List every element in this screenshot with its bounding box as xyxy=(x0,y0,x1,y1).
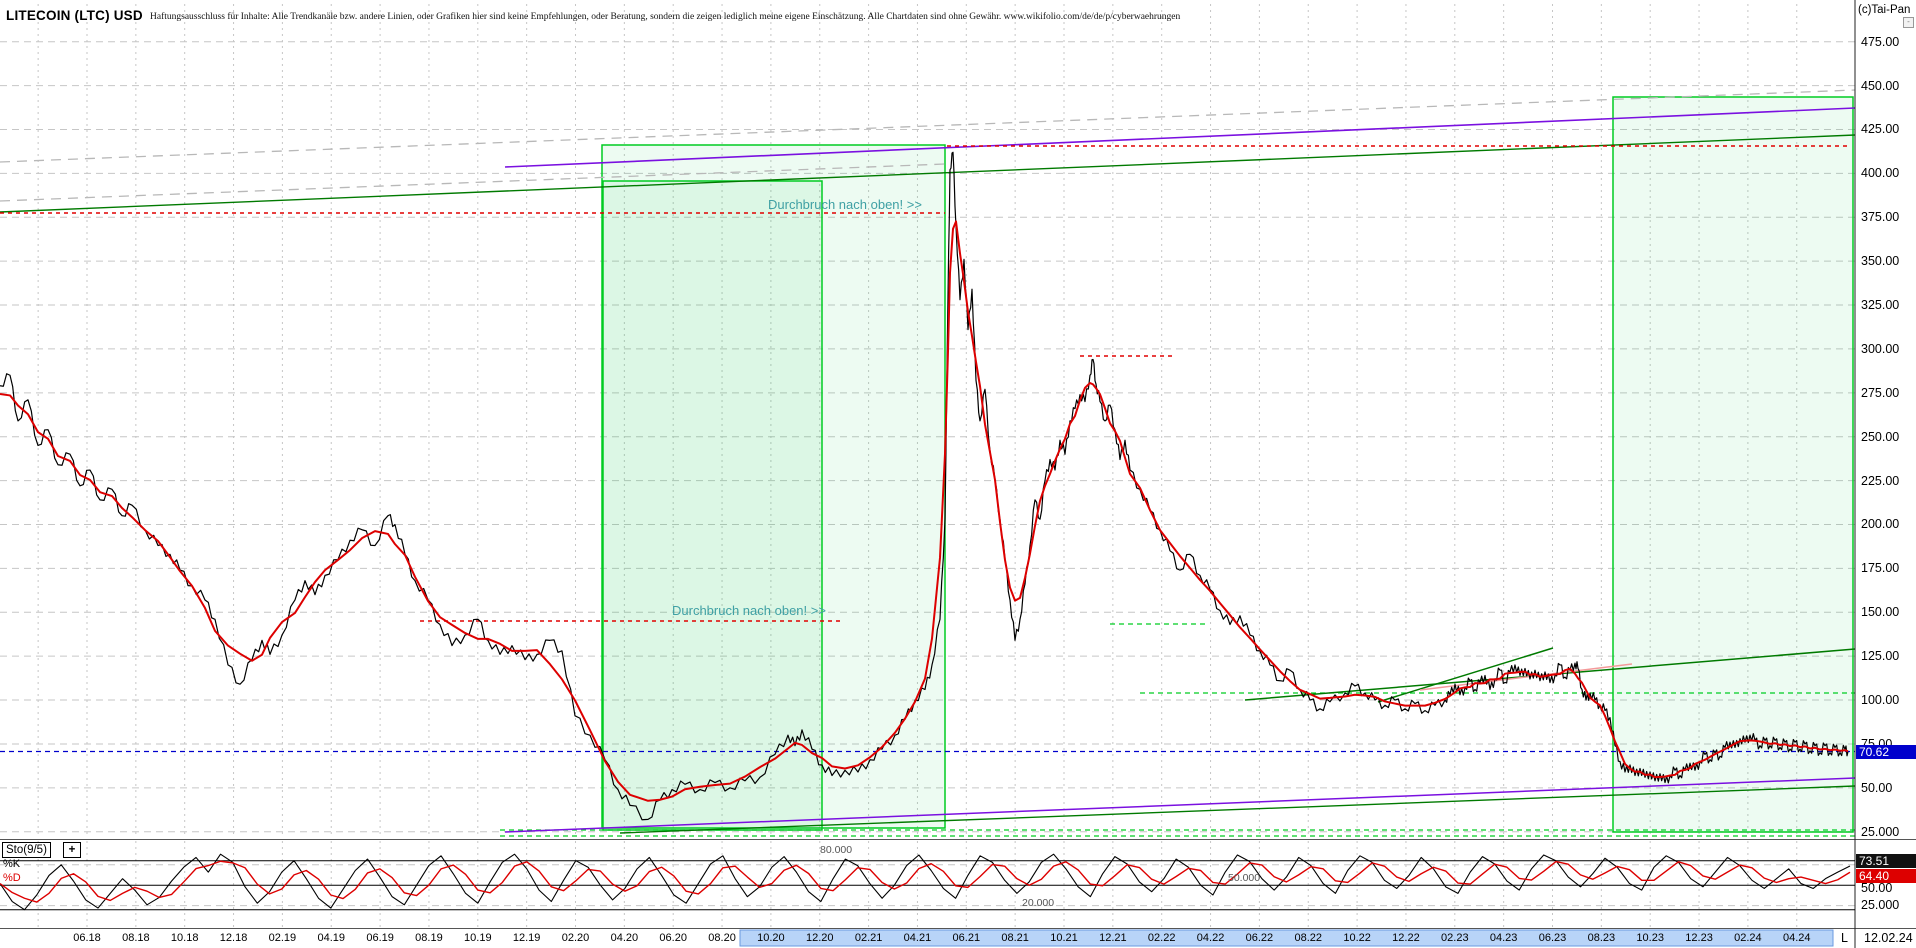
d-line-label: %D xyxy=(3,872,21,884)
price-line xyxy=(0,151,1849,821)
ma-line xyxy=(0,220,1849,802)
breakout-zone-2020-inner xyxy=(602,180,823,831)
date-axis-label: 12.20 xyxy=(805,932,834,944)
date-axis-label: 02.21 xyxy=(854,932,883,944)
price-axis-label: 425.00 xyxy=(1861,122,1900,137)
gray-trend-lower xyxy=(0,163,946,202)
green-trend-long xyxy=(0,134,1856,213)
date-axis-label: 12.21 xyxy=(1099,932,1127,944)
date-axis-label: 06.20 xyxy=(659,932,687,944)
price-axis-label: 275.00 xyxy=(1861,385,1900,400)
date-axis-label: 10.19 xyxy=(464,932,492,944)
minimize-icon[interactable]: - xyxy=(1903,17,1914,28)
stoch-level-50-label: 50.000 xyxy=(1228,872,1261,884)
date-axis-label: 02.19 xyxy=(268,932,297,944)
date-axis-label: 10.20 xyxy=(757,932,785,944)
stoch-k-badge: 73.51 xyxy=(1856,854,1916,868)
green-trend-bottom xyxy=(619,785,1856,834)
date-axis-label: 02.22 xyxy=(1147,932,1176,944)
price-axis-label: 325.00 xyxy=(1861,298,1900,313)
date-axis-label: 10.23 xyxy=(1636,932,1664,944)
date-axis-label: 12.23 xyxy=(1685,932,1713,944)
breakout-zone-2020 xyxy=(601,144,946,829)
price-axis-label: 50.00 xyxy=(1861,780,1893,795)
price-axis-label: 175.00 xyxy=(1861,561,1900,576)
date-axis-label: 10.18 xyxy=(170,932,199,944)
date-axis-label: 04.20 xyxy=(610,932,639,944)
current-price-badge: 70.62 xyxy=(1856,744,1916,759)
price-axis-label: 225.00 xyxy=(1861,473,1900,488)
breakout-annotation-1: Durchbruch nach oben! >> xyxy=(768,197,922,212)
price-axis-label: 200.00 xyxy=(1861,517,1900,532)
date-axis-label: 12.22 xyxy=(1392,932,1420,944)
green-channel-steep xyxy=(1377,647,1554,703)
instrument-title: LITECOIN (LTC) USD xyxy=(6,8,143,23)
date-axis-label: 06.22 xyxy=(1245,932,1274,944)
date-axis-label: 04.19 xyxy=(317,932,346,944)
date-axis-label: 08.20 xyxy=(708,932,736,944)
price-axis-label: 375.00 xyxy=(1861,210,1900,225)
gray-trend-upper xyxy=(0,89,1856,163)
breakout-annotation-2: Durchbruch nach oben! >> xyxy=(672,603,826,618)
date-axis-label: 02.23 xyxy=(1441,932,1469,944)
date-axis-label: 08.21 xyxy=(1001,932,1029,944)
date-axis-label: 06.23 xyxy=(1538,932,1567,944)
stoch-axis-50: 50.00 xyxy=(1861,881,1893,895)
stoch-k-line xyxy=(0,853,1851,911)
stoch-d-line xyxy=(0,860,1851,903)
stoch-axis-25: 25.000 xyxy=(1861,898,1900,912)
date-axis-label: 06.18 xyxy=(73,932,101,944)
indicator-name-box[interactable]: Sto(9/5) xyxy=(2,842,51,858)
stoch-level-20-label: 20.000 xyxy=(1022,897,1055,909)
disclaimer-text: Haftungsausschluss für Inhalte: Alle Tre… xyxy=(150,12,1181,22)
date-axis-label: 06.19 xyxy=(366,932,394,944)
date-axis-label: 02.24 xyxy=(1734,932,1762,944)
price-axis-label: 150.00 xyxy=(1861,605,1900,620)
price-axis-label: 450.00 xyxy=(1861,78,1900,93)
date-axis-label: 12.18 xyxy=(219,932,248,944)
k-line-label: %K xyxy=(3,858,21,870)
date-axis-label: 08.18 xyxy=(122,932,150,944)
date-axis-label: 10.21 xyxy=(1050,932,1078,944)
period-letter[interactable]: L xyxy=(1841,931,1848,945)
date-axis-label: 04.24 xyxy=(1782,932,1811,944)
date-axis-label: 04.23 xyxy=(1489,932,1518,944)
price-axis-label: 25.000 xyxy=(1861,824,1900,839)
date-axis-label: 10.22 xyxy=(1343,932,1371,944)
price-axis-label: 300.00 xyxy=(1861,341,1900,356)
price-axis-label: 125.00 xyxy=(1861,649,1900,664)
date-axis-label: 08.19 xyxy=(415,932,443,944)
price-axis-label: 400.00 xyxy=(1861,166,1900,181)
date-axis-label: 08.23 xyxy=(1587,932,1616,944)
date-axis-label: 04.21 xyxy=(903,932,932,944)
stoch-level-80-label: 80.000 xyxy=(820,844,853,856)
date-axis-label: 08.22 xyxy=(1294,932,1323,944)
date-range-highlight[interactable] xyxy=(739,929,1834,947)
price-axis-label: 250.00 xyxy=(1861,429,1900,444)
purple-trend-bottom xyxy=(504,777,1856,833)
last-date-label: 12.02.24 xyxy=(1864,931,1913,945)
price-axis-label: 475.00 xyxy=(1861,34,1900,49)
add-indicator-button[interactable]: + xyxy=(63,842,81,858)
date-axis-label: 02.20 xyxy=(561,932,590,944)
price-axis-label: 100.00 xyxy=(1861,693,1900,708)
date-axis-label: 12.19 xyxy=(512,932,541,944)
copyright-label: (c)Tai-Pan xyxy=(1858,4,1911,16)
date-axis-label: 04.22 xyxy=(1196,932,1225,944)
pink-trend xyxy=(1419,663,1633,691)
date-axis-label: 06.21 xyxy=(952,932,981,944)
purple-trend-upper xyxy=(504,107,1856,168)
stoch-d-badge: 64.40 xyxy=(1856,868,1916,883)
breakout-zone-2023 xyxy=(1612,96,1854,833)
price-axis-label: 350.00 xyxy=(1861,254,1900,269)
